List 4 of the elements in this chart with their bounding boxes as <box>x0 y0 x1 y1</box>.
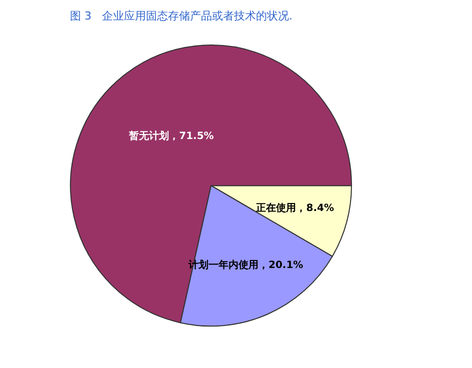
slice-label: 正在使用，8.4% <box>255 202 334 214</box>
slice-label: 计划一年内使用，20.1% <box>187 259 304 272</box>
chart-title: 图 3 企业应用固态存储产品或者技术的状况. <box>70 9 292 22</box>
slice-label: 暂无计划，71.5% <box>128 130 214 142</box>
